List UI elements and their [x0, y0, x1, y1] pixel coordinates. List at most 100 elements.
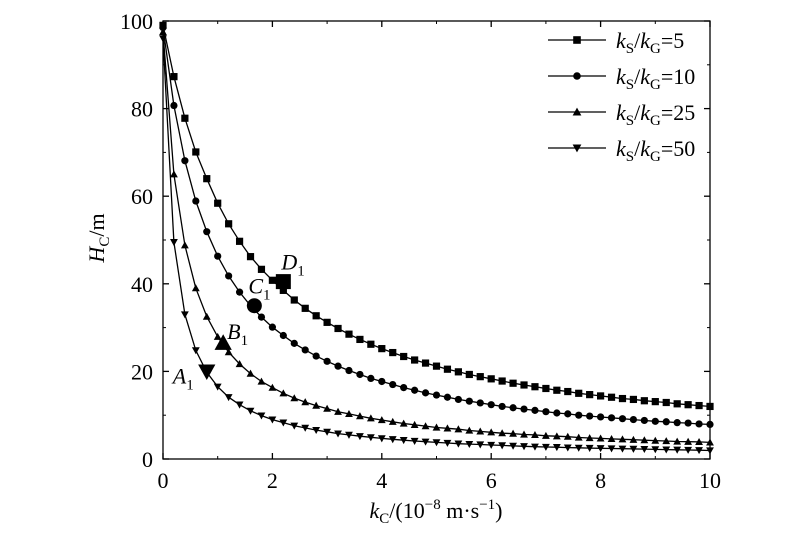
data-point — [213, 383, 222, 391]
x-axis-label: kC/(10−8 m·s−1) — [370, 497, 503, 527]
data-point — [159, 28, 167, 36]
data-point — [498, 377, 506, 385]
data-point — [279, 286, 287, 294]
y-tick-label: 20 — [131, 359, 153, 384]
data-point — [432, 391, 441, 399]
data-point — [345, 330, 353, 338]
data-point — [629, 415, 638, 424]
data-point — [662, 446, 671, 454]
data-point — [695, 447, 703, 455]
data-point — [224, 394, 233, 402]
data-point — [225, 272, 233, 280]
data-point — [706, 447, 714, 455]
data-point — [629, 445, 638, 453]
data-point — [378, 345, 386, 353]
legend-item: kS/kG=50 — [548, 136, 695, 165]
data-point — [388, 436, 397, 444]
data-point — [246, 407, 255, 415]
data-point — [235, 360, 244, 368]
data-point — [585, 434, 594, 442]
legend-marker — [573, 72, 581, 80]
data-point — [487, 375, 495, 383]
data-point — [191, 284, 200, 292]
data-point — [312, 401, 321, 409]
data-point — [377, 435, 386, 443]
data-point — [498, 402, 506, 411]
x-tick-label: 10 — [699, 468, 721, 493]
data-point — [706, 438, 714, 446]
legend: kS/kG=5 kS/kG=10 kS/kG=25 kS/kG=50 — [548, 28, 695, 165]
data-point — [181, 114, 189, 122]
legend-marker — [572, 144, 582, 153]
data-point — [607, 414, 616, 422]
data-point — [345, 366, 353, 375]
data-point — [564, 387, 572, 396]
data-point — [552, 444, 561, 452]
data-point — [257, 265, 266, 273]
data-point — [192, 197, 200, 205]
data-point — [356, 433, 364, 441]
data-point — [268, 276, 276, 284]
data-point — [334, 324, 342, 333]
series-line — [162, 31, 711, 444]
data-point — [334, 362, 342, 370]
data-point — [597, 392, 605, 400]
data-point — [443, 424, 452, 432]
data-point — [651, 417, 659, 425]
data-point — [301, 304, 309, 312]
data-point — [487, 428, 496, 436]
data-point — [487, 441, 496, 449]
data-point — [377, 416, 386, 424]
data-point — [290, 296, 298, 304]
data-point — [334, 430, 342, 438]
x-tick-label: 0 — [158, 468, 169, 493]
data-point — [410, 437, 419, 445]
annotation-marker — [198, 364, 216, 381]
data-point — [564, 410, 572, 418]
data-point — [389, 380, 397, 389]
data-point — [541, 443, 550, 451]
data-point — [509, 404, 517, 412]
data-point — [388, 417, 397, 425]
data-point — [640, 436, 649, 444]
data-point — [684, 437, 693, 445]
data-point — [279, 331, 287, 340]
data-point — [224, 348, 233, 356]
legend-label: kS/kG=50 — [616, 136, 695, 165]
data-point — [454, 440, 463, 448]
legend-item: kS/kG=5 — [548, 28, 684, 57]
data-point — [235, 237, 244, 245]
data-point — [257, 313, 266, 321]
data-point — [356, 370, 364, 379]
data-point — [301, 346, 309, 354]
annotation-marker — [275, 274, 291, 290]
data-point — [563, 444, 572, 452]
data-point — [421, 359, 430, 367]
data-point — [520, 381, 528, 389]
data-point — [662, 437, 671, 445]
legend-item: kS/kG=25 — [548, 100, 695, 129]
data-point — [531, 431, 539, 439]
data-point — [268, 416, 277, 424]
data-point — [366, 414, 375, 422]
y-tick-label: 100 — [120, 9, 153, 34]
data-point — [520, 443, 528, 451]
data-point — [706, 402, 714, 411]
data-point — [203, 175, 211, 183]
data-point — [170, 73, 178, 81]
data-point — [695, 438, 703, 446]
data-point — [180, 241, 189, 249]
data-point — [509, 442, 517, 450]
data-point — [432, 439, 441, 447]
data-point — [509, 429, 517, 437]
data-point — [487, 401, 495, 409]
data-point — [640, 416, 648, 425]
data-point — [706, 420, 714, 428]
data-point — [399, 437, 408, 445]
data-point — [279, 419, 288, 427]
data-point — [290, 394, 299, 402]
annotation-marker — [246, 298, 262, 314]
data-point — [432, 423, 441, 431]
annotation-marker — [214, 334, 232, 350]
y-axis-label: HC/m — [84, 213, 113, 263]
